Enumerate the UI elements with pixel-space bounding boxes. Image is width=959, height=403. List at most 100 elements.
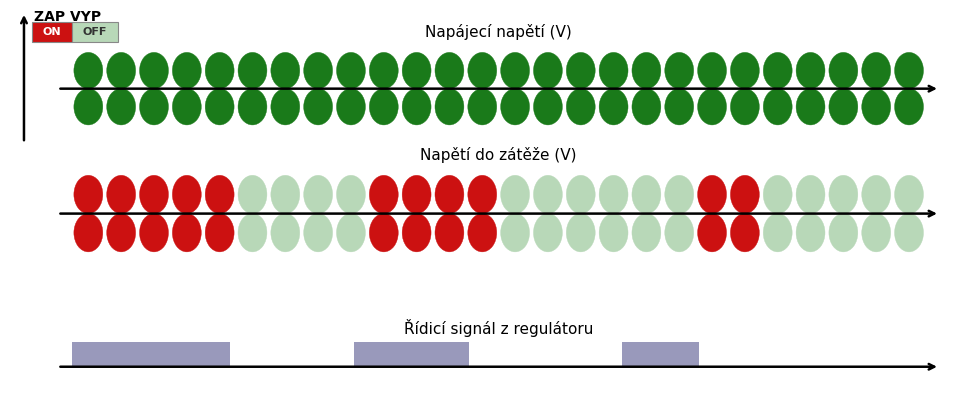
Ellipse shape — [829, 89, 857, 125]
Ellipse shape — [533, 214, 562, 252]
Ellipse shape — [731, 175, 760, 214]
Ellipse shape — [632, 214, 661, 252]
Ellipse shape — [665, 89, 693, 125]
Ellipse shape — [205, 89, 234, 125]
Ellipse shape — [74, 214, 103, 252]
Ellipse shape — [763, 175, 792, 214]
Ellipse shape — [402, 214, 431, 252]
Ellipse shape — [402, 89, 431, 125]
Ellipse shape — [731, 89, 760, 125]
Ellipse shape — [567, 52, 596, 89]
Ellipse shape — [665, 214, 693, 252]
Ellipse shape — [599, 214, 628, 252]
Ellipse shape — [501, 214, 529, 252]
Ellipse shape — [369, 214, 398, 252]
Ellipse shape — [238, 214, 267, 252]
Ellipse shape — [74, 175, 103, 214]
Ellipse shape — [238, 52, 267, 89]
Ellipse shape — [337, 175, 365, 214]
Ellipse shape — [205, 214, 234, 252]
Ellipse shape — [763, 52, 792, 89]
Ellipse shape — [369, 89, 398, 125]
Text: Napětí do zátěže (V): Napětí do zátěže (V) — [420, 147, 577, 163]
Ellipse shape — [238, 89, 267, 125]
Ellipse shape — [106, 52, 135, 89]
Ellipse shape — [895, 175, 924, 214]
Ellipse shape — [468, 89, 497, 125]
Ellipse shape — [665, 52, 693, 89]
Ellipse shape — [173, 52, 201, 89]
Ellipse shape — [270, 214, 300, 252]
Ellipse shape — [599, 175, 628, 214]
Ellipse shape — [205, 52, 234, 89]
Ellipse shape — [304, 175, 333, 214]
Ellipse shape — [435, 89, 464, 125]
Ellipse shape — [731, 214, 760, 252]
Ellipse shape — [304, 214, 333, 252]
Bar — [72, 342, 230, 367]
Ellipse shape — [796, 214, 825, 252]
Ellipse shape — [895, 214, 924, 252]
Ellipse shape — [337, 52, 365, 89]
Ellipse shape — [369, 52, 398, 89]
Ellipse shape — [205, 175, 234, 214]
Ellipse shape — [106, 175, 135, 214]
Ellipse shape — [173, 89, 201, 125]
Bar — [72, 22, 118, 42]
Ellipse shape — [862, 89, 891, 125]
Ellipse shape — [337, 214, 365, 252]
Ellipse shape — [796, 89, 825, 125]
Ellipse shape — [895, 89, 924, 125]
Ellipse shape — [829, 214, 857, 252]
Ellipse shape — [697, 214, 727, 252]
Ellipse shape — [567, 89, 596, 125]
Text: Napájecí napětí (V): Napájecí napětí (V) — [425, 24, 573, 40]
Ellipse shape — [304, 52, 333, 89]
Ellipse shape — [533, 52, 562, 89]
Ellipse shape — [599, 89, 628, 125]
Text: OFF: OFF — [82, 27, 107, 37]
Ellipse shape — [796, 52, 825, 89]
Ellipse shape — [632, 175, 661, 214]
Ellipse shape — [402, 52, 431, 89]
Ellipse shape — [468, 52, 497, 89]
Ellipse shape — [862, 52, 891, 89]
Ellipse shape — [501, 52, 529, 89]
Ellipse shape — [468, 175, 497, 214]
Ellipse shape — [895, 52, 924, 89]
Text: ZAP VYP: ZAP VYP — [34, 10, 101, 24]
Ellipse shape — [238, 175, 267, 214]
Ellipse shape — [599, 52, 628, 89]
Ellipse shape — [140, 214, 169, 252]
Ellipse shape — [270, 175, 300, 214]
Bar — [32, 22, 72, 42]
Ellipse shape — [173, 214, 201, 252]
Ellipse shape — [106, 89, 135, 125]
Text: Řídicí signál z regulátoru: Řídicí signál z regulátoru — [404, 318, 594, 337]
Ellipse shape — [862, 175, 891, 214]
Ellipse shape — [697, 52, 727, 89]
Ellipse shape — [862, 214, 891, 252]
Bar — [622, 342, 699, 367]
Ellipse shape — [697, 175, 727, 214]
Ellipse shape — [829, 52, 857, 89]
Ellipse shape — [829, 175, 857, 214]
Ellipse shape — [74, 52, 103, 89]
Ellipse shape — [731, 52, 760, 89]
Ellipse shape — [665, 175, 693, 214]
Ellipse shape — [140, 175, 169, 214]
Text: ON: ON — [42, 27, 61, 37]
Ellipse shape — [501, 89, 529, 125]
Ellipse shape — [402, 175, 431, 214]
Ellipse shape — [337, 89, 365, 125]
Ellipse shape — [501, 175, 529, 214]
Ellipse shape — [435, 52, 464, 89]
Ellipse shape — [270, 52, 300, 89]
Ellipse shape — [74, 89, 103, 125]
Ellipse shape — [697, 89, 727, 125]
Ellipse shape — [567, 214, 596, 252]
Ellipse shape — [140, 89, 169, 125]
Ellipse shape — [140, 52, 169, 89]
Ellipse shape — [173, 175, 201, 214]
Ellipse shape — [369, 175, 398, 214]
